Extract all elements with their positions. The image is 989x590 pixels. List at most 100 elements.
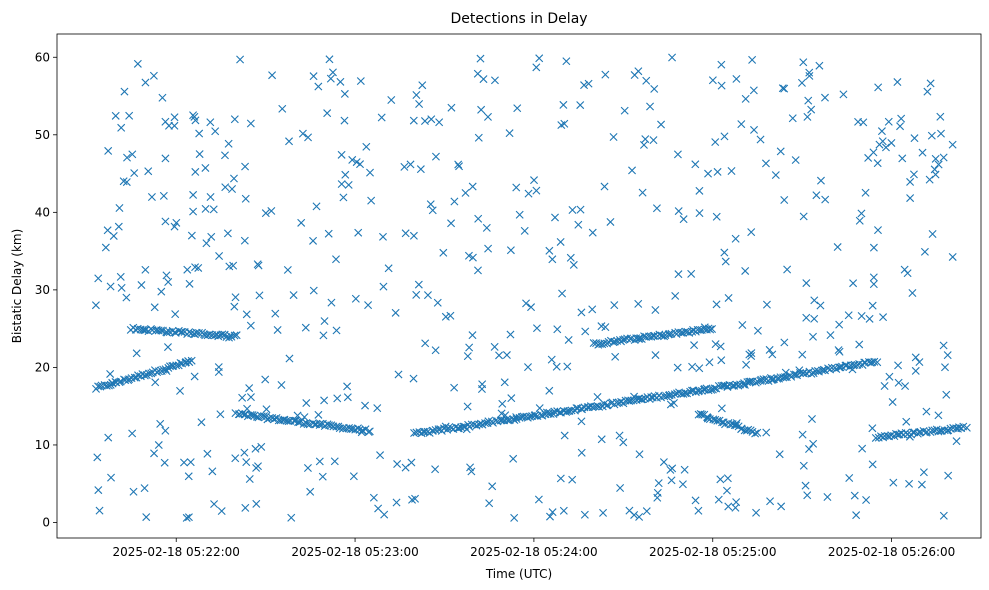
data-point-marker bbox=[547, 355, 556, 364]
data-point-marker bbox=[415, 100, 424, 109]
data-point-marker bbox=[615, 431, 624, 440]
data-point-marker bbox=[374, 504, 383, 513]
data-point-marker bbox=[393, 460, 402, 469]
data-point-marker bbox=[485, 499, 494, 508]
data-point-marker bbox=[426, 200, 435, 209]
data-point-marker bbox=[191, 167, 200, 176]
data-point-marker bbox=[161, 117, 170, 126]
data-point-marker bbox=[897, 114, 906, 123]
data-point-marker bbox=[625, 506, 634, 515]
plot-area bbox=[56, 33, 982, 539]
data-point-marker bbox=[721, 257, 730, 266]
data-point-marker bbox=[178, 328, 187, 337]
data-point-marker bbox=[522, 299, 531, 308]
data-point-marker bbox=[238, 393, 247, 402]
data-point-marker bbox=[277, 380, 286, 389]
data-point-marker bbox=[164, 278, 173, 286]
data-point-marker bbox=[412, 290, 421, 299]
data-point-marker bbox=[744, 425, 753, 434]
data-point-marker bbox=[450, 383, 459, 392]
data-point-marker bbox=[646, 102, 655, 111]
data-point-marker bbox=[712, 300, 721, 309]
data-point-marker bbox=[208, 467, 217, 476]
data-point-marker bbox=[170, 121, 179, 130]
data-point-marker bbox=[544, 409, 553, 418]
data-point-marker bbox=[163, 343, 172, 352]
data-point-marker bbox=[461, 188, 470, 197]
data-point-marker bbox=[597, 435, 606, 444]
data-point-marker bbox=[210, 500, 219, 509]
data-point-marker bbox=[507, 394, 516, 403]
data-point-marker bbox=[114, 222, 123, 231]
data-point-marker bbox=[223, 229, 232, 238]
data-point-marker bbox=[161, 154, 170, 163]
data-point-marker bbox=[115, 204, 124, 212]
data-point-marker bbox=[475, 420, 484, 429]
data-point-marker bbox=[634, 299, 643, 308]
data-point-marker bbox=[795, 366, 804, 375]
data-point-marker bbox=[406, 160, 415, 169]
data-point-marker bbox=[902, 417, 911, 426]
data-point-marker bbox=[910, 134, 919, 143]
data-point-marker bbox=[251, 444, 260, 453]
data-point-marker bbox=[108, 379, 117, 388]
data-point-marker bbox=[379, 282, 388, 291]
data-point-marker bbox=[189, 207, 198, 216]
y-axis-label: Bistatic Delay (km) bbox=[10, 229, 24, 344]
data-point-marker bbox=[319, 331, 328, 340]
data-point-marker bbox=[218, 330, 227, 339]
data-point-marker bbox=[340, 116, 349, 125]
data-point-marker bbox=[753, 326, 762, 335]
data-point-marker bbox=[352, 158, 361, 167]
data-point-marker bbox=[217, 507, 226, 516]
data-point-marker bbox=[651, 351, 660, 360]
data-point-marker bbox=[325, 55, 334, 64]
data-point-marker bbox=[106, 282, 115, 291]
data-point-marker bbox=[414, 280, 423, 289]
data-point-marker bbox=[609, 133, 618, 142]
data-point-marker bbox=[799, 461, 808, 470]
data-point-marker bbox=[879, 313, 888, 322]
data-point-marker bbox=[130, 373, 139, 382]
data-point-marker bbox=[483, 112, 492, 121]
data-point-marker bbox=[392, 498, 401, 507]
data-point-marker bbox=[129, 487, 138, 496]
data-point-marker bbox=[309, 72, 318, 81]
data-point-marker bbox=[184, 357, 193, 366]
data-point-marker bbox=[905, 479, 914, 488]
data-point-marker bbox=[130, 169, 139, 178]
data-point-marker bbox=[628, 166, 637, 175]
data-point-marker bbox=[580, 81, 589, 90]
data-point-marker bbox=[156, 419, 165, 428]
data-point-marker bbox=[132, 349, 141, 358]
data-point-marker bbox=[245, 474, 254, 483]
data-point-marker bbox=[364, 301, 373, 310]
data-point-marker bbox=[688, 362, 697, 371]
data-point-marker bbox=[865, 314, 874, 323]
data-point-marker bbox=[620, 106, 629, 115]
data-point-marker bbox=[545, 386, 554, 395]
data-point-marker bbox=[911, 353, 920, 362]
data-point-marker bbox=[194, 329, 203, 337]
data-point-marker bbox=[577, 417, 586, 426]
axes-frame bbox=[56, 33, 982, 539]
data-point-marker bbox=[214, 332, 223, 341]
data-points bbox=[91, 53, 971, 522]
data-point-marker bbox=[654, 479, 663, 488]
data-point-marker bbox=[285, 137, 294, 146]
data-point-marker bbox=[889, 478, 898, 487]
data-point-marker bbox=[799, 58, 808, 67]
data-point-marker bbox=[241, 194, 250, 203]
data-point-marker bbox=[703, 413, 712, 422]
data-point-marker bbox=[635, 334, 644, 343]
data-point-marker bbox=[635, 450, 644, 459]
data-point-marker bbox=[720, 132, 729, 141]
data-point-marker bbox=[140, 371, 149, 380]
data-point-marker bbox=[753, 428, 762, 437]
data-point-marker bbox=[367, 196, 376, 205]
data-point-marker bbox=[593, 392, 602, 401]
data-point-marker bbox=[798, 350, 807, 359]
data-point-marker bbox=[642, 507, 651, 516]
data-point-marker bbox=[474, 214, 483, 223]
data-point-marker bbox=[871, 433, 880, 442]
